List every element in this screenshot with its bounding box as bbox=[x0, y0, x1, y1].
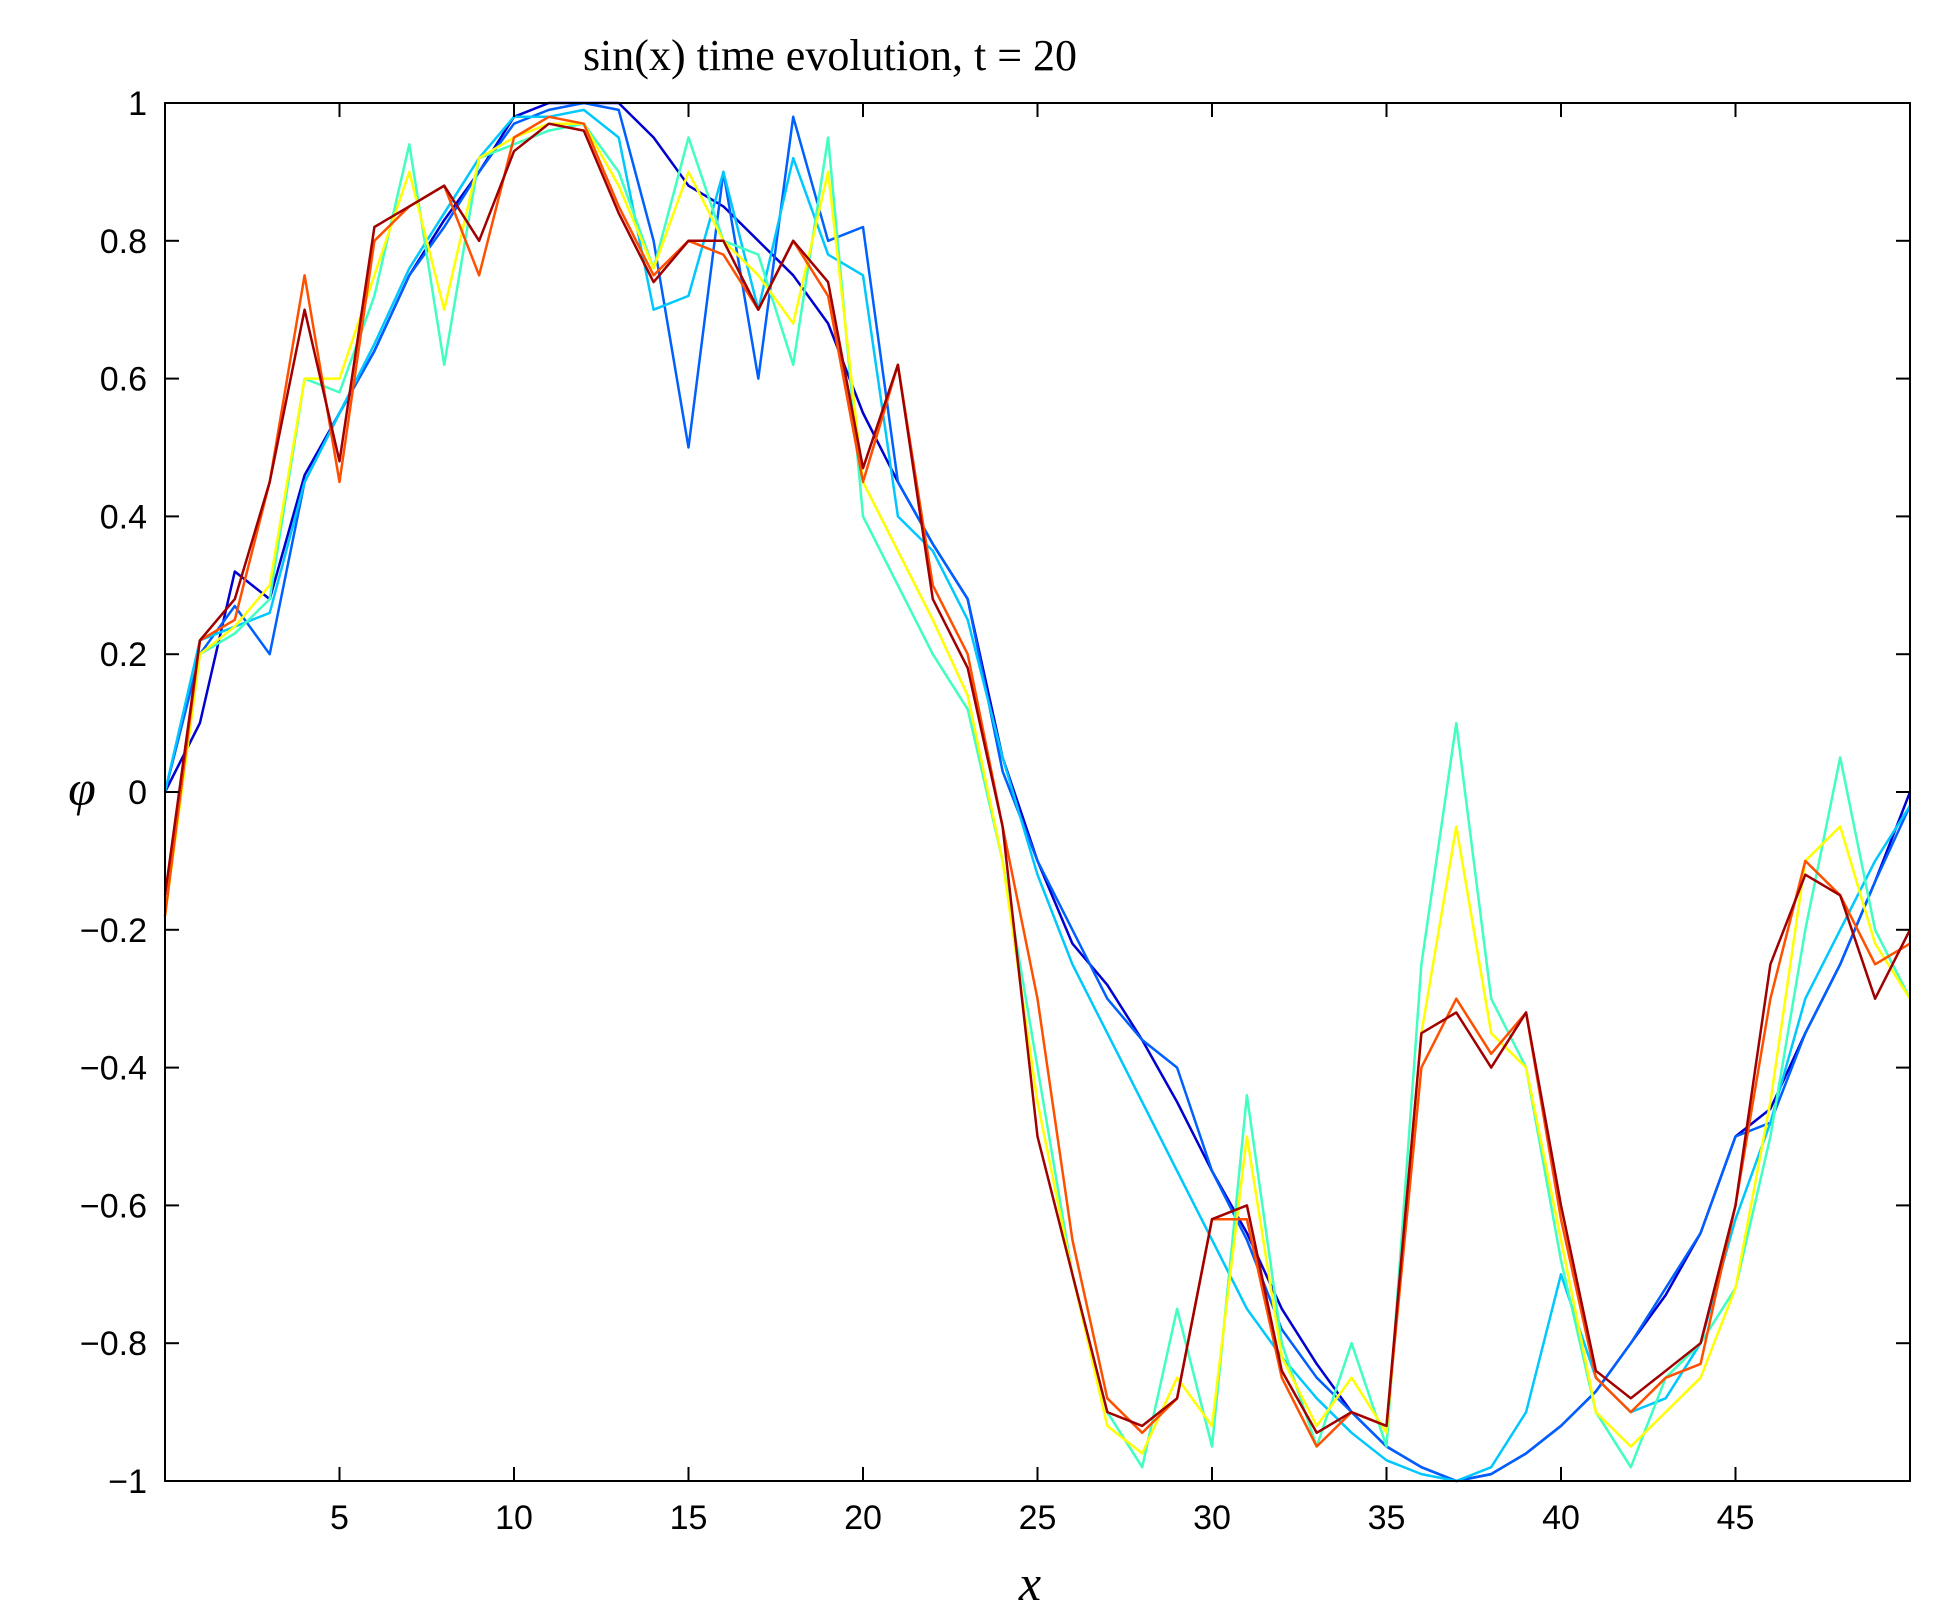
x-tick-label: 45 bbox=[1717, 1499, 1755, 1537]
x-tick-label: 10 bbox=[495, 1499, 533, 1537]
x-tick-label: 30 bbox=[1193, 1499, 1231, 1537]
x-axis-label: x bbox=[1018, 1555, 1041, 1611]
series-line-1 bbox=[163, 101, 1912, 1483]
y-tick-label: −0.6 bbox=[80, 1187, 147, 1225]
x-tick-label: 20 bbox=[844, 1499, 882, 1537]
y-tick-label: 0.8 bbox=[100, 223, 147, 261]
y-tick-label: −0.2 bbox=[80, 912, 147, 950]
y-tick-label: 0.4 bbox=[100, 498, 147, 536]
y-tick-label: 0.6 bbox=[100, 361, 147, 399]
x-tick-label: 40 bbox=[1542, 1499, 1580, 1537]
y-tick-label: −0.4 bbox=[80, 1050, 147, 1088]
plot-frame bbox=[164, 102, 1911, 1482]
x-tick-label: 5 bbox=[330, 1499, 349, 1537]
y-axis-label: φ bbox=[68, 760, 96, 816]
plot-area bbox=[165, 103, 1910, 1481]
series-line-5 bbox=[163, 115, 1911, 1448]
y-tick-label: −1 bbox=[108, 1463, 147, 1501]
series-line-3 bbox=[163, 122, 1912, 1469]
y-tick-label: −0.8 bbox=[80, 1325, 147, 1363]
series-layer bbox=[163, 101, 1912, 1483]
y-tick-labels: −1 −0.8 −0.6 −0.4 −0.2 0 0.2 0.4 0.6 0.8 1 bbox=[80, 85, 147, 1501]
y-tick-label: 0 bbox=[128, 774, 147, 812]
x-tick-labels: 5 10 15 20 25 30 35 40 45 bbox=[330, 1499, 1754, 1537]
y-tick-label: 1 bbox=[128, 85, 147, 123]
series-line-4 bbox=[163, 122, 1912, 1455]
x-tick-label: 35 bbox=[1368, 1499, 1406, 1537]
x-tick-label: 15 bbox=[670, 1499, 708, 1537]
chart-title: sin(x) time evolution, t = 20 bbox=[583, 31, 1077, 80]
series-line-6 bbox=[163, 122, 1912, 1435]
y-tick-label: 0.2 bbox=[100, 636, 147, 674]
x-tick-label: 25 bbox=[1019, 1499, 1057, 1537]
